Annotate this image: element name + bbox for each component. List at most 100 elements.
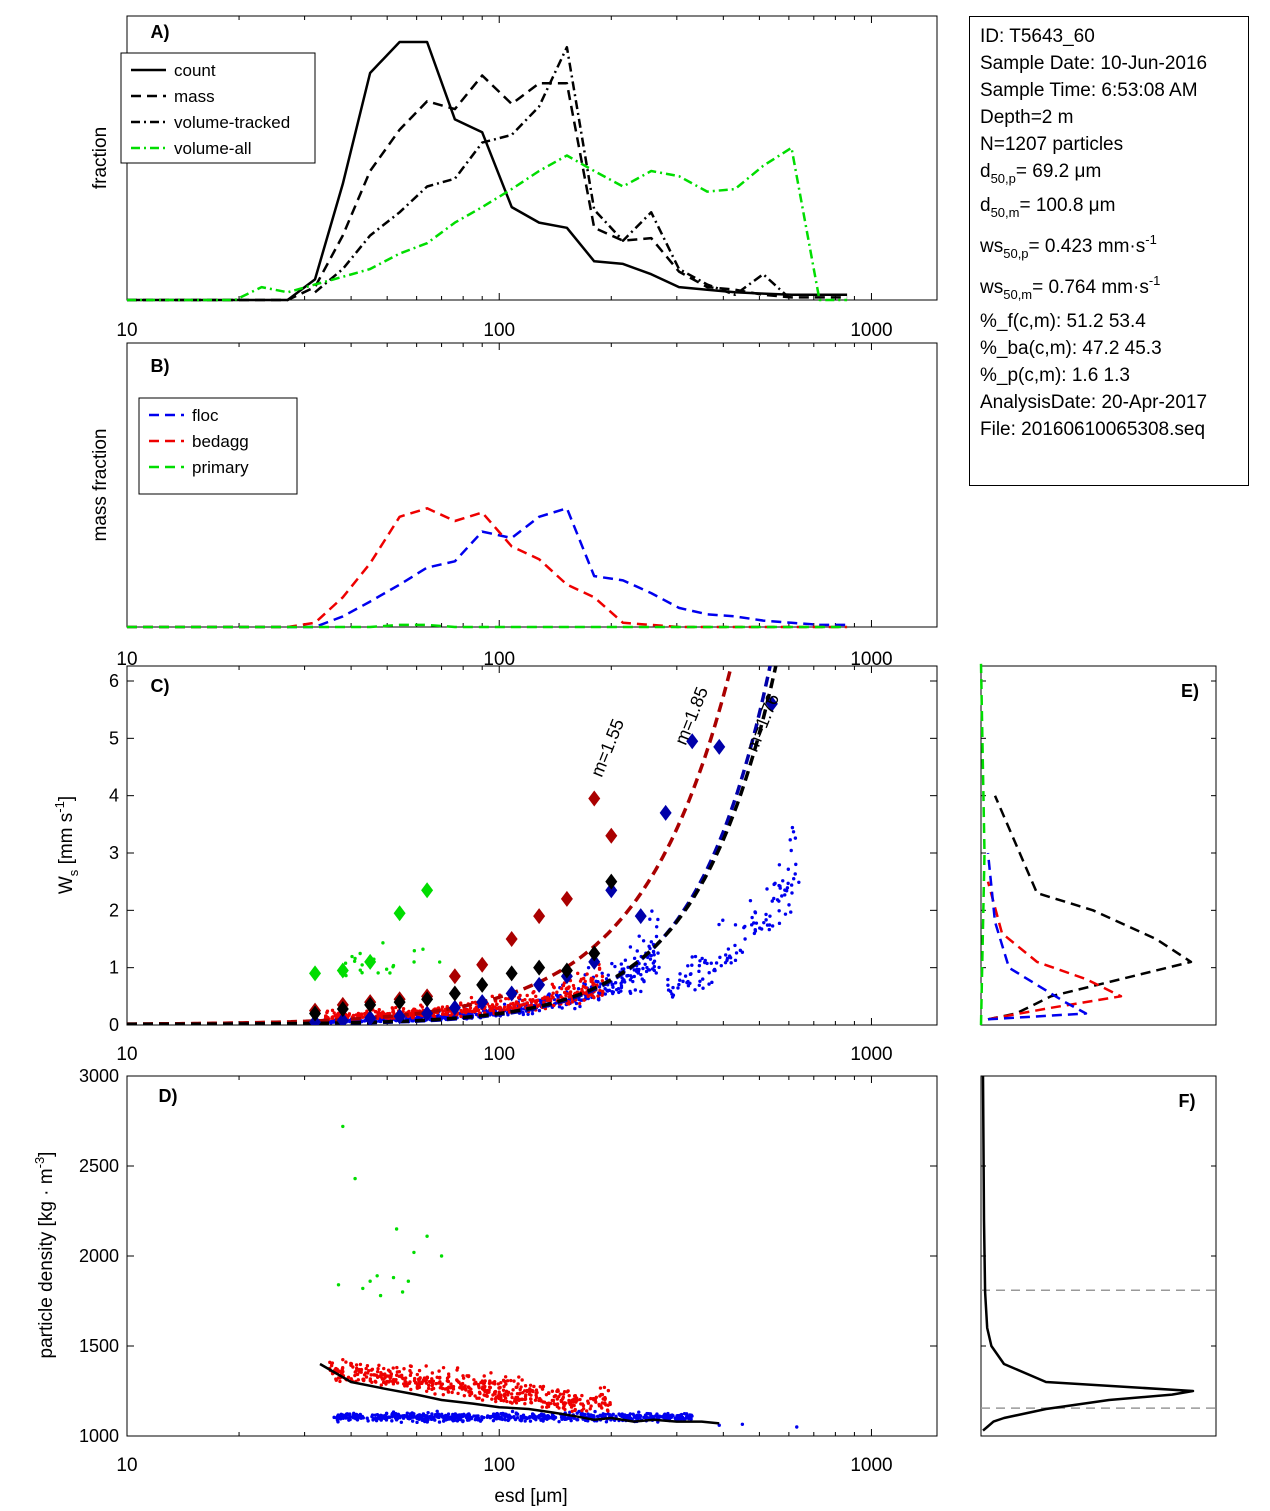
bedagg-point (381, 1011, 386, 1016)
floc-mean-marker (713, 738, 726, 755)
y-axis-label: mass fraction (90, 429, 111, 542)
bedagg-point (468, 1393, 472, 1398)
primary-mean-marker (309, 965, 322, 982)
bedagg-point (541, 996, 545, 1001)
series-line-volume-all (127, 146, 848, 302)
bedagg-point (581, 976, 586, 981)
primary-point (341, 1124, 345, 1129)
bedagg-point (594, 1395, 599, 1400)
floc-point (783, 912, 788, 916)
info-depth: Depth=2 m (980, 107, 1074, 128)
bedagg-point (585, 972, 589, 976)
bedagg-point (580, 987, 584, 992)
bedagg-point (501, 1399, 506, 1403)
floc-point (530, 1011, 535, 1016)
bedagg-point (504, 996, 508, 1001)
floc-point (643, 962, 647, 966)
bedagg-point (353, 1373, 357, 1378)
primary-point (361, 1286, 365, 1291)
bedagg-point (431, 1386, 436, 1391)
info-particle-count: N=1207 particles (980, 134, 1124, 155)
floc-point (628, 989, 632, 994)
bedagg-point (466, 1374, 471, 1379)
bedagg-point (517, 996, 521, 1000)
bedagg-point (395, 1370, 400, 1374)
bedagg-point (433, 1392, 437, 1396)
floc-point (772, 896, 776, 901)
floc-point (671, 985, 675, 990)
floc-point (678, 978, 682, 982)
bedagg-point (424, 1364, 428, 1368)
floc-point (589, 1413, 593, 1417)
floc-point (652, 964, 657, 969)
bedagg-point (495, 1002, 499, 1006)
floc-point (690, 963, 694, 967)
bedagg-point (336, 1015, 340, 1019)
floc-point (619, 984, 624, 988)
floc-point (795, 1425, 799, 1429)
bedagg-point (546, 995, 550, 1000)
bedagg-point (558, 1392, 563, 1396)
bedagg-point (542, 1400, 547, 1404)
bedagg-point (578, 1397, 582, 1402)
bedagg-point (551, 995, 555, 1000)
bedagg-point (483, 1393, 488, 1398)
floc-point (750, 915, 754, 920)
bedagg-point (487, 1381, 492, 1386)
bedagg-point (540, 1387, 545, 1391)
floc-point (637, 1410, 641, 1414)
floc-point (371, 1418, 375, 1422)
floc-point (636, 971, 640, 975)
bedagg-point (591, 981, 595, 985)
floc-point (613, 964, 617, 969)
bedagg-point (513, 1003, 517, 1007)
bedagg-point (365, 1009, 369, 1013)
floc-point (358, 1412, 362, 1417)
floc-point (773, 881, 777, 886)
floc-point (560, 1417, 564, 1421)
bedagg-point (388, 1376, 392, 1380)
bedagg-point (356, 1378, 361, 1382)
floc-mean-marker (533, 976, 546, 993)
bedagg-point (430, 1383, 434, 1388)
floc-point (527, 1416, 531, 1420)
y-tick-label: 3 (109, 843, 119, 863)
bedagg-point (515, 1392, 520, 1396)
floc-point (762, 920, 766, 925)
info-analysis-date: AnalysisDate: 20-Apr-2017 (980, 392, 1208, 413)
floc-point (384, 1411, 389, 1416)
bedagg-point (598, 988, 602, 993)
bedagg-point (399, 1373, 404, 1378)
bedagg-point (477, 1396, 481, 1400)
bedagg-point (354, 1363, 359, 1367)
bedagg-point (516, 1397, 520, 1401)
floc-point (557, 1419, 561, 1424)
floc-point (701, 977, 705, 981)
floc-point (586, 965, 591, 970)
bedagg-point (509, 1002, 513, 1006)
info-ws50p: ws50,p= 0.423 mm·s-1 (980, 232, 1157, 261)
floc-point (687, 1416, 691, 1421)
bedagg-point (588, 1407, 592, 1411)
panel-e-frame (980, 665, 1217, 1026)
bedagg-point (504, 1382, 508, 1386)
floc-point (332, 1415, 336, 1420)
bedagg-point (377, 1008, 381, 1012)
bedagg-point (460, 1387, 464, 1391)
floc-point (370, 1413, 375, 1417)
bedagg-point (445, 1379, 450, 1383)
bedagg-point (575, 1398, 579, 1402)
bedagg-point (602, 1385, 607, 1390)
legend-label-volume-all: volume-all (174, 139, 251, 158)
bedagg-point (430, 1371, 435, 1375)
floc-point (693, 988, 697, 992)
panel-e: E) (979, 663, 1217, 1026)
floc-point (620, 979, 625, 984)
floc-point (733, 958, 738, 963)
bedagg-point (497, 1393, 502, 1398)
floc-point (707, 982, 711, 986)
bedagg-point (440, 1382, 445, 1386)
floc-point (670, 1413, 674, 1417)
bedagg-point (489, 1371, 493, 1375)
all-mean-marker (533, 959, 546, 976)
